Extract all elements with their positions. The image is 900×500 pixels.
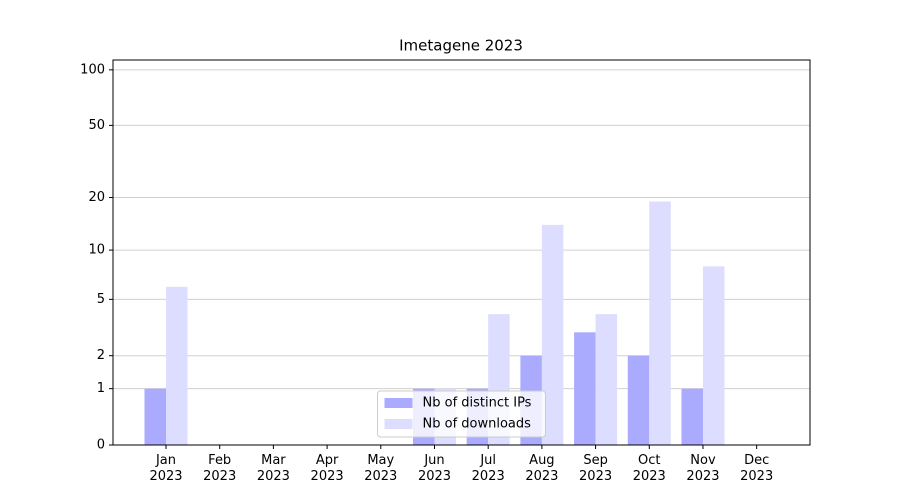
x-tick-label: Oct 2023 [632,453,666,484]
x-tick-label: Jun 2023 [417,453,452,484]
legend-label: Nb of distinct IPs [423,396,532,411]
x-tick-label: Feb 2023 [203,453,237,484]
bar [574,332,596,445]
bar [144,388,166,445]
y-tick-label: 2 [97,348,105,363]
plot-frame [112,59,811,446]
x-tick-label: Jan 2023 [149,453,183,484]
y-tick-label: 1 [97,381,105,396]
bar [649,201,671,445]
bar [702,266,725,445]
x-tick-label: May 2023 [364,453,398,484]
y-tick-label: 10 [88,243,105,258]
y-tick-label: 0 [97,438,105,453]
legend-swatch [384,398,413,408]
chart-title: Imetagene 2023 [399,37,523,55]
x-tick-label: Jul 2023 [471,453,505,484]
x-tick-label: Aug 2023 [525,453,559,484]
x-tick-label: Apr 2023 [310,453,344,484]
y-tick-label: 50 [88,118,105,133]
bar [627,355,650,445]
x-tick-label: Nov 2023 [686,453,720,484]
legend-swatch [384,419,413,429]
x-tick-label: Sep 2023 [579,453,613,484]
y-tick-label: 20 [88,190,105,205]
bar [681,388,703,445]
bar [541,224,564,445]
legend-label: Nb of downloads [423,417,532,432]
y-tick-label: 5 [97,292,105,307]
legend-box [377,390,546,438]
bar [595,314,618,445]
y-tick-label: 100 [80,62,105,77]
bar [166,286,188,445]
x-tick-label: Dec 2023 [740,453,774,484]
x-tick-label: Mar 2023 [256,453,290,484]
